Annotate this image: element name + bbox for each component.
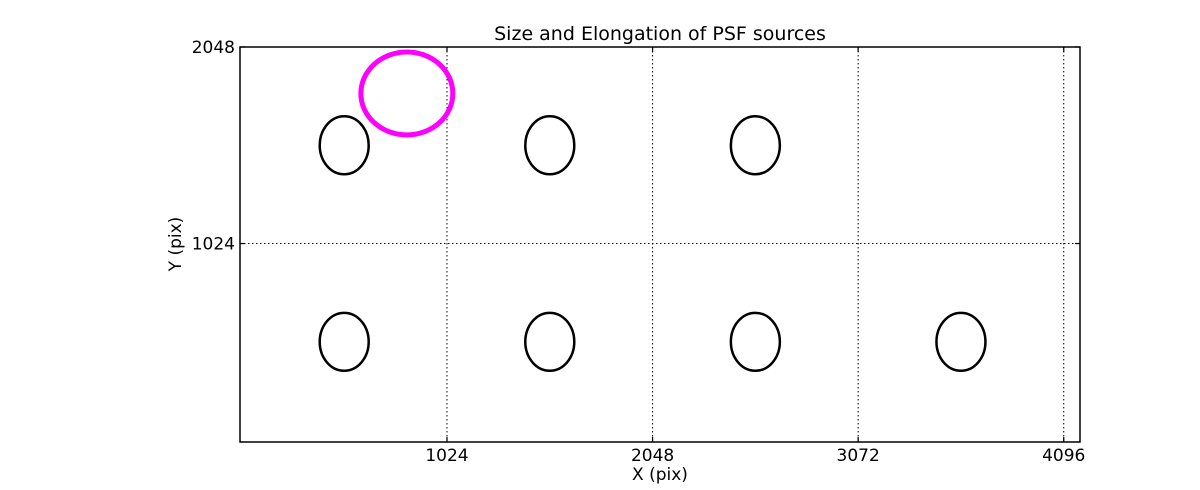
psf-ellipse: [318, 311, 370, 373]
psf-ellipse: [935, 311, 987, 373]
x-tick-label: 2048: [631, 446, 674, 466]
psf-ellipse: [524, 115, 576, 176]
y-tick-label: 2048: [192, 38, 235, 58]
x-tick-label: 4096: [1042, 446, 1085, 466]
plot-frame: [239, 46, 1081, 443]
y-axis-label: Y (pix): [166, 216, 186, 272]
x-tick-label: 1024: [425, 446, 468, 466]
y-tick-label: 1024: [192, 235, 235, 255]
psf-ellipse: [318, 115, 370, 176]
psf-ellipse: [524, 311, 576, 373]
x-axis-label: X (pix): [632, 465, 688, 485]
psf-ellipse: [729, 311, 782, 373]
psf-ellipse-highlighted: [358, 49, 456, 138]
psf-ellipse: [729, 115, 782, 176]
x-tick-label: 3072: [837, 446, 880, 466]
chart-title: Size and Elongation of PSF sources: [494, 23, 826, 45]
